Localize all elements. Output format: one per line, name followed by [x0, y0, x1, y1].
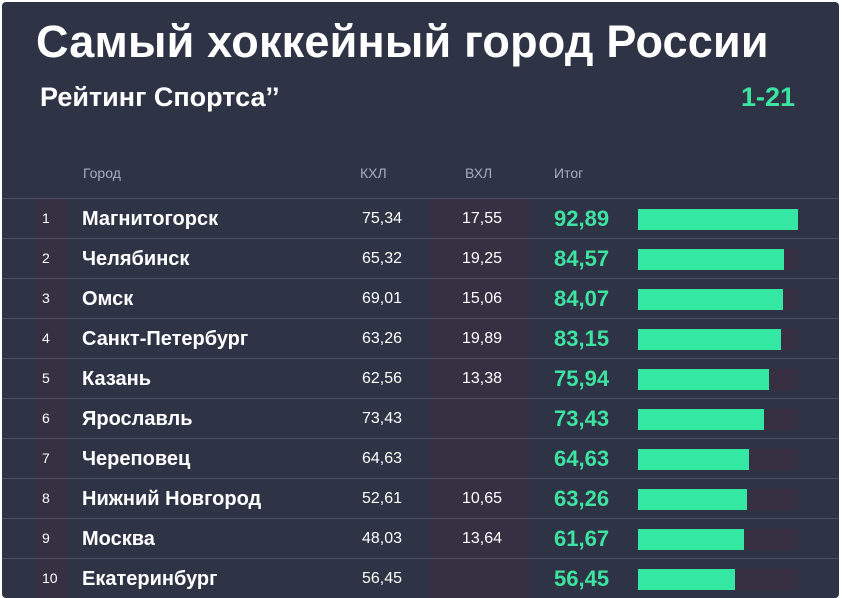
khl-value: 65,32 — [361, 250, 402, 267]
rank-band — [36, 359, 68, 398]
total-bar — [638, 409, 764, 430]
vhl-value: 19,25 — [461, 250, 502, 267]
total-value: 75,94 — [554, 366, 610, 391]
column-header-total: Итог — [554, 165, 584, 181]
rank-band — [36, 279, 68, 318]
city-name: Казань — [82, 368, 151, 390]
rank-band — [36, 479, 68, 518]
table-row: 8 Нижний Новгород 52,61 10,65 63,26 — [2, 478, 839, 518]
total-value: 92,89 — [554, 206, 610, 231]
range-label: 1-21 — [740, 82, 795, 112]
city-name: Санкт-Петербург — [82, 328, 249, 350]
total-value: 64,63 — [554, 446, 610, 471]
khl-value: 48,03 — [361, 530, 402, 547]
rank-label: 10 — [42, 570, 58, 586]
table-row: 9 Москва 48,03 13,64 61,67 — [2, 518, 839, 558]
table-row: 6 Ярославль 73,43 73,43 — [2, 398, 839, 438]
total-value: 84,57 — [554, 246, 610, 271]
total-bar — [638, 529, 744, 550]
vhl-value: 15,06 — [461, 290, 502, 307]
khl-value: 75,34 — [361, 210, 402, 227]
ranking-table: 1 Магнитогорск 75,34 17,55 92,89 2 Челябинск 65… — [2, 198, 839, 598]
vhl-value: 13,64 — [461, 530, 502, 547]
table-row: 3 Омск 69,01 15,06 84,07 — [2, 278, 839, 318]
subtitle: Рейтинг Спортса’’ — [40, 82, 280, 112]
vhl-value: 17,55 — [461, 210, 502, 227]
total-bar — [638, 369, 769, 390]
rank-label: 2 — [42, 250, 50, 266]
total-value: 61,67 — [554, 526, 610, 551]
total-value: 56,45 — [554, 566, 610, 591]
rank-label: 6 — [42, 410, 50, 426]
rank-band — [36, 439, 68, 478]
total-value: 73,43 — [554, 406, 610, 431]
vhl-value: 10,65 — [461, 490, 502, 507]
rank-band — [36, 319, 68, 358]
khl-value: 64,63 — [361, 450, 402, 467]
column-header-vhl: ВХЛ — [465, 165, 493, 181]
city-name: Екатеринбург — [82, 568, 218, 590]
vhl-value: 13,38 — [461, 370, 502, 387]
rank-label: 3 — [42, 290, 50, 306]
total-bar — [638, 569, 735, 590]
city-name: Магнитогорск — [82, 208, 219, 230]
table-row: 7 Череповец 64,63 64,63 — [2, 438, 839, 478]
total-bar — [638, 209, 798, 230]
khl-value: 62,56 — [361, 370, 402, 387]
city-name: Ярославль — [82, 408, 193, 430]
total-bar — [638, 249, 784, 270]
city-name: Нижний Новгород — [82, 488, 262, 510]
rank-band — [36, 199, 68, 238]
khl-value: 69,01 — [361, 290, 402, 307]
table-row: 5 Казань 62,56 13,38 75,94 — [2, 358, 839, 398]
page-title: Самый хоккейный город России — [36, 16, 769, 67]
rank-label: 1 — [42, 210, 50, 226]
rank-band — [36, 559, 68, 598]
city-name: Челябинск — [82, 248, 190, 270]
total-value: 84,07 — [554, 286, 610, 311]
khl-value: 52,61 — [361, 490, 402, 507]
rank-label: 7 — [42, 450, 50, 466]
column-header-city: Город — [83, 165, 121, 181]
vhl-value: 19,89 — [461, 330, 502, 347]
table-row: 1 Магнитогорск 75,34 17,55 92,89 — [2, 198, 839, 238]
rank-band — [36, 399, 68, 438]
total-value: 83,15 — [554, 326, 610, 351]
total-bar — [638, 449, 749, 470]
city-name: Череповец — [82, 448, 191, 470]
khl-value: 63,26 — [361, 330, 402, 347]
total-bar — [638, 289, 783, 310]
total-value: 63,26 — [554, 486, 610, 511]
rank-band — [36, 519, 68, 558]
column-header-khl: КХЛ — [360, 165, 387, 181]
total-bar — [638, 329, 781, 350]
table-row: 4 Санкт-Петербург 63,26 19,89 83,15 — [2, 318, 839, 358]
rank-band — [36, 239, 68, 278]
rank-label: 9 — [42, 530, 50, 546]
khl-value: 73,43 — [361, 410, 402, 427]
rank-label: 5 — [42, 370, 50, 386]
total-bar — [638, 489, 747, 510]
khl-value: 56,45 — [361, 570, 402, 587]
table-row: 10 Екатеринбург 56,45 56,45 — [2, 558, 839, 598]
city-name: Омск — [82, 288, 134, 310]
city-name: Москва — [82, 528, 155, 550]
rank-label: 4 — [42, 330, 50, 346]
rank-label: 8 — [42, 490, 50, 506]
table-row: 2 Челябинск 65,32 19,25 84,57 — [2, 238, 839, 278]
